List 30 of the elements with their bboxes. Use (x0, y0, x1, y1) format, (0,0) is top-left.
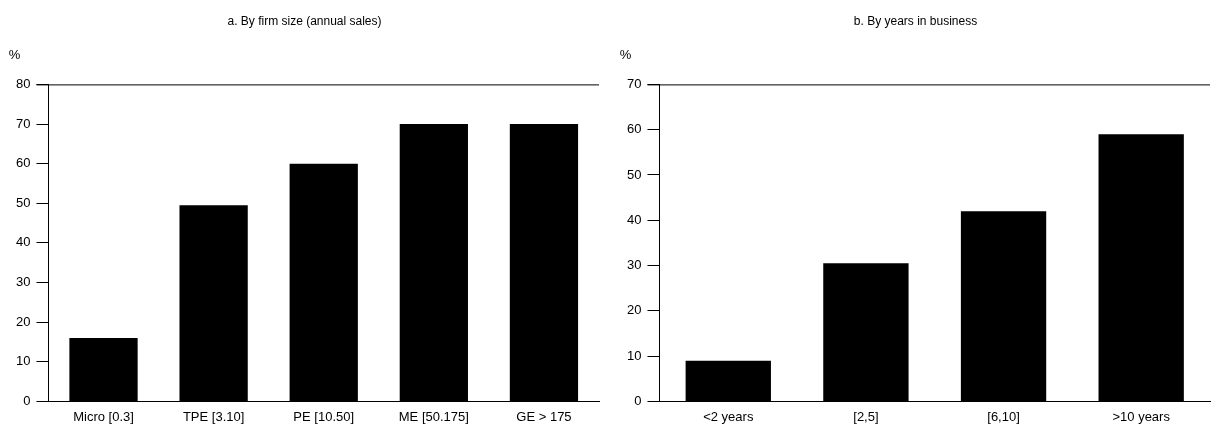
chart-title: a. By firm size (annual sales) (227, 13, 382, 28)
x-tick-label: [2,5] (853, 408, 879, 424)
x-tick-label: GE > 175 (516, 408, 572, 424)
y-tick-label: 80 (15, 75, 31, 91)
x-tick-label: [6,10] (987, 408, 1020, 424)
y-tick-label: 70 (15, 115, 31, 131)
x-tick-label: <2 years (703, 408, 754, 424)
x-tick-label: PE [10.50] (293, 408, 355, 424)
y-tick-label: 10 (626, 347, 642, 363)
y-tick-label: 50 (15, 194, 31, 210)
x-tick-label: Micro [0.3] (73, 408, 134, 424)
y-axis-title: % (619, 47, 632, 63)
y-tick-label: 60 (15, 155, 31, 171)
y-tick-label: 50 (626, 166, 642, 182)
y-tick-label: 70 (626, 75, 642, 91)
y-axis-title: % (8, 47, 21, 63)
x-tick-label: TPE [3.10] (182, 408, 245, 424)
x-tick-label: ME [50.175] (398, 408, 469, 424)
y-tick-label: 10 (15, 353, 31, 369)
y-tick-label: 0 (634, 392, 642, 408)
y-tick-label: 30 (626, 257, 642, 273)
y-tick-label: 40 (626, 211, 642, 227)
y-tick-label: 60 (626, 121, 642, 137)
y-tick-label: 40 (15, 234, 31, 250)
x-tick-label: >10 years (1112, 408, 1171, 424)
y-tick-label: 20 (15, 313, 31, 329)
y-tick-label: 0 (23, 392, 31, 408)
y-tick-label: 30 (15, 274, 31, 290)
chart-title: b. By years in business (853, 13, 978, 28)
y-tick-label: 20 (626, 302, 642, 318)
